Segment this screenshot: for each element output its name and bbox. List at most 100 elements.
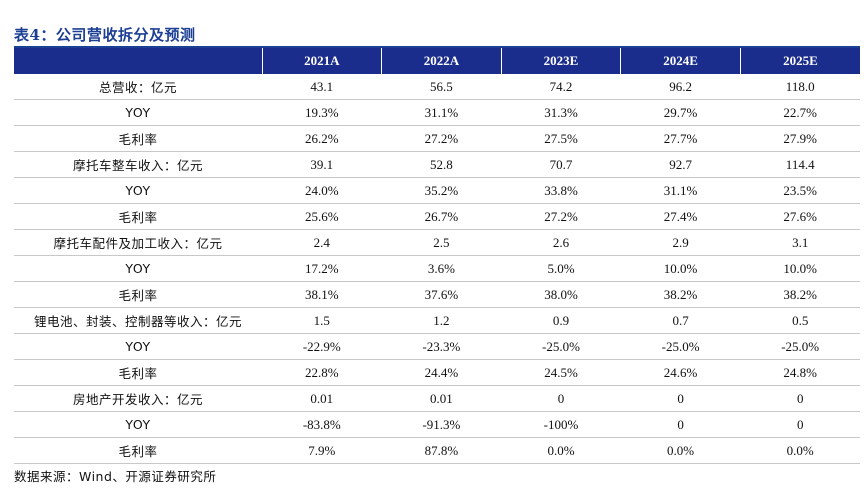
value-cell: 27.6%: [740, 203, 860, 230]
value-cell: 74.2: [501, 74, 621, 100]
value-cell: 1.5: [262, 307, 382, 334]
value-cell: 31.1%: [620, 177, 741, 204]
row-label: 摩托车整车收入：亿元: [14, 151, 262, 178]
value-cell: 0.0%: [620, 437, 741, 464]
value-cell: 38.0%: [501, 281, 621, 308]
row-label: 房地产开发收入：亿元: [14, 385, 262, 412]
header-cell-2022a: 2022A: [381, 48, 502, 74]
value-cell: 0: [501, 385, 621, 412]
value-cell: 0: [740, 385, 860, 412]
value-cell: 5.0%: [501, 255, 621, 282]
table-row: YOY 17.2% 3.6% 5.0% 10.0% 10.0%: [14, 255, 860, 282]
value-cell: -25.0%: [501, 333, 621, 360]
row-label: YOY: [14, 255, 262, 282]
row-label: YOY: [14, 99, 262, 126]
value-cell: 10.0%: [740, 255, 860, 282]
row-label: 毛利率: [14, 203, 262, 230]
value-cell: 2.6: [501, 229, 621, 256]
value-cell: 38.2%: [740, 281, 860, 308]
value-cell: 0.0%: [740, 437, 860, 464]
table-row: 毛利率 38.1% 37.6% 38.0% 38.2% 38.2%: [14, 281, 860, 308]
value-cell: 3.1: [740, 229, 860, 256]
value-cell: 1.2: [381, 307, 502, 334]
value-cell: -83.8%: [262, 411, 382, 438]
value-cell: 22.7%: [740, 99, 860, 126]
table-row: 总营收：亿元 43.1 56.5 74.2 96.2 118.0: [14, 74, 860, 100]
table-title: 表4：公司营收拆分及预测: [14, 26, 196, 44]
header-cell-2023e: 2023E: [500, 48, 621, 74]
value-cell: 96.2: [620, 74, 741, 100]
value-cell: 17.2%: [262, 255, 382, 282]
row-label: YOY: [14, 411, 262, 438]
value-cell: 43.1: [262, 74, 382, 100]
table-row: YOY 24.0% 35.2% 33.8% 31.1% 23.5%: [14, 177, 860, 204]
value-cell: 24.4%: [381, 359, 502, 386]
value-cell: 27.5%: [501, 125, 621, 152]
value-cell: 23.5%: [740, 177, 860, 204]
value-cell: 52.8: [381, 151, 502, 178]
value-cell: 0.0%: [501, 437, 621, 464]
value-cell: 31.1%: [381, 99, 502, 126]
revenue-forecast-table: 2021A 2022A 2023E 2024E 2025E 总营收：亿元 43.1…: [14, 48, 860, 464]
value-cell: 2.4: [262, 229, 382, 256]
row-label: 锂电池、封装、控制器等收入：亿元: [14, 307, 262, 334]
table-row: 毛利率 26.2% 27.2% 27.5% 27.7% 27.9%: [14, 125, 860, 152]
value-cell: 24.6%: [620, 359, 741, 386]
value-cell: 27.4%: [620, 203, 741, 230]
value-cell: 2.9: [620, 229, 741, 256]
header-cell-label: [14, 48, 262, 74]
value-cell: 0: [620, 411, 741, 438]
title-rule: [14, 46, 860, 48]
row-label: 毛利率: [14, 359, 262, 386]
table-row: 摩托车整车收入：亿元 39.1 52.8 70.7 92.7 114.4: [14, 151, 860, 178]
row-label: 总营收：亿元: [14, 74, 262, 100]
header-cell-2025e: 2025E: [739, 48, 860, 74]
table-row: YOY -83.8% -91.3% -100% 0 0: [14, 411, 860, 438]
source-note: 数据来源：Wind、开源证券研究所: [14, 469, 217, 484]
value-cell: 3.6%: [381, 255, 502, 282]
value-cell: 27.7%: [620, 125, 741, 152]
value-cell: -25.0%: [740, 333, 860, 360]
value-cell: 22.8%: [262, 359, 382, 386]
value-cell: 39.1: [262, 151, 382, 178]
value-cell: 0.7: [620, 307, 741, 334]
value-cell: 0.01: [381, 385, 502, 412]
table-row: 毛利率 7.9% 87.8% 0.0% 0.0% 0.0%: [14, 437, 860, 464]
table-row: 毛利率 25.6% 26.7% 27.2% 27.4% 27.6%: [14, 203, 860, 230]
value-cell: 25.6%: [262, 203, 382, 230]
value-cell: -91.3%: [381, 411, 502, 438]
value-cell: 70.7: [501, 151, 621, 178]
row-label: YOY: [14, 177, 262, 204]
table-row: 毛利率 22.8% 24.4% 24.5% 24.6% 24.8%: [14, 359, 860, 386]
value-cell: 0.5: [740, 307, 860, 334]
value-cell: 114.4: [740, 151, 860, 178]
value-cell: 92.7: [620, 151, 741, 178]
value-cell: 24.5%: [501, 359, 621, 386]
value-cell: -25.0%: [620, 333, 741, 360]
value-cell: 0: [620, 385, 741, 412]
value-cell: 35.2%: [381, 177, 502, 204]
value-cell: 7.9%: [262, 437, 382, 464]
row-label: 毛利率: [14, 281, 262, 308]
value-cell: 33.8%: [501, 177, 621, 204]
value-cell: 27.2%: [501, 203, 621, 230]
row-label: 毛利率: [14, 125, 262, 152]
table-row: 锂电池、封装、控制器等收入：亿元 1.5 1.2 0.9 0.7 0.5: [14, 307, 860, 334]
value-cell: 0.01: [262, 385, 382, 412]
table-row: YOY 19.3% 31.1% 31.3% 29.7% 22.7%: [14, 99, 860, 126]
value-cell: 38.1%: [262, 281, 382, 308]
value-cell: 31.3%: [501, 99, 621, 126]
row-label: YOY: [14, 333, 262, 360]
table-row: 摩托车配件及加工收入：亿元 2.4 2.5 2.6 2.9 3.1: [14, 229, 860, 256]
value-cell: 24.0%: [262, 177, 382, 204]
value-cell: 26.7%: [381, 203, 502, 230]
value-cell: 27.9%: [740, 125, 860, 152]
value-cell: 38.2%: [620, 281, 741, 308]
value-cell: 118.0: [740, 74, 860, 100]
value-cell: -23.3%: [381, 333, 502, 360]
value-cell: -100%: [501, 411, 621, 438]
table-row: 房地产开发收入：亿元 0.01 0.01 0 0 0: [14, 385, 860, 412]
row-label: 毛利率: [14, 437, 262, 464]
value-cell: 24.8%: [740, 359, 860, 386]
value-cell: 29.7%: [620, 99, 741, 126]
